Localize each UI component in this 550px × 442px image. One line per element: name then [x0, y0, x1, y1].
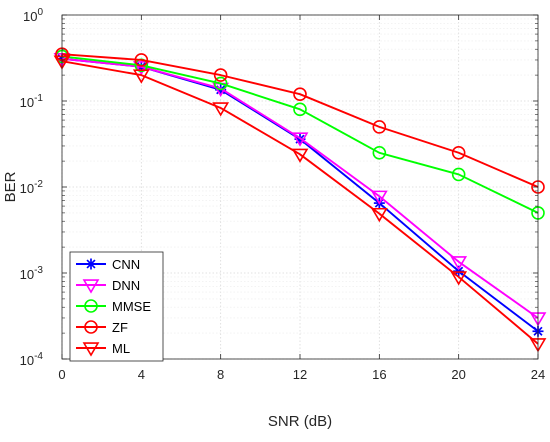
legend-label-dnn: DNN	[112, 278, 140, 293]
x-tick-label: 12	[293, 367, 307, 382]
data-point-ml	[132, 69, 150, 84]
legend-item-cnn: CNN	[76, 257, 140, 272]
series-line-zf	[61, 53, 539, 188]
y-tick-label: 10-4	[20, 351, 44, 368]
x-tick-label: 0	[58, 367, 65, 382]
legend-label-cnn: CNN	[112, 257, 140, 272]
legend-marker-ml	[82, 342, 100, 357]
data-point-mmse	[451, 167, 466, 182]
x-tick-label: 24	[531, 367, 545, 382]
data-point-zf	[134, 53, 149, 67]
data-point-dnn	[450, 256, 468, 271]
series-line-dnn	[61, 57, 539, 319]
x-axis-label: SNR (dB)	[268, 413, 332, 430]
ticks: 0 4 8 12 16 20 24 100 10-1 10-2 10-3 10-4	[20, 7, 546, 382]
series-zf	[55, 47, 545, 194]
x-tick-label: 16	[372, 367, 386, 382]
y-tick-label: 10-3	[20, 265, 44, 282]
legend-marker-zf	[84, 320, 98, 334]
legend-item-dnn: DNN	[76, 278, 140, 294]
data-point-ml	[450, 271, 468, 286]
data-point-zf	[451, 145, 466, 160]
legend-item-ml: ML	[76, 341, 130, 357]
legend-marker-dnn	[82, 279, 100, 294]
series-layer	[53, 47, 547, 353]
data-point-ml	[212, 102, 230, 117]
legend-marker-cnn	[85, 258, 97, 270]
data-point-mmse	[372, 145, 387, 160]
legend-item-zf: ZF	[76, 320, 128, 335]
legend: CNN DNN MMSE ZF ML	[69, 251, 164, 362]
legend-label-mmse: MMSE	[112, 299, 151, 314]
data-point-zf	[372, 120, 387, 134]
y-tick-label: 10-1	[20, 93, 44, 110]
data-point-ml	[370, 207, 388, 223]
data-point-zf	[293, 87, 307, 101]
y-axis-label: BER	[2, 171, 19, 202]
y-tick-label: 10-2	[20, 179, 44, 196]
legend-label-zf: ZF	[112, 320, 128, 335]
data-point-dnn	[370, 190, 388, 205]
x-tick-label: 4	[138, 367, 145, 382]
data-point-dnn	[291, 132, 309, 147]
x-tick-label: 20	[451, 367, 465, 382]
legend-marker-mmse	[84, 299, 98, 313]
series-ml	[53, 55, 547, 353]
data-point-zf	[213, 68, 228, 82]
series-line-ml	[61, 60, 539, 345]
data-point-dnn	[132, 61, 150, 76]
data-point-mmse	[213, 76, 228, 91]
grid	[61, 14, 539, 360]
data-point-mmse	[293, 102, 307, 117]
data-point-ml	[291, 148, 309, 163]
y-tick-label: 100	[23, 7, 43, 24]
x-tick-label: 8	[217, 367, 224, 382]
legend-item-mmse: MMSE	[76, 299, 151, 314]
legend-label-ml: ML	[112, 341, 130, 356]
